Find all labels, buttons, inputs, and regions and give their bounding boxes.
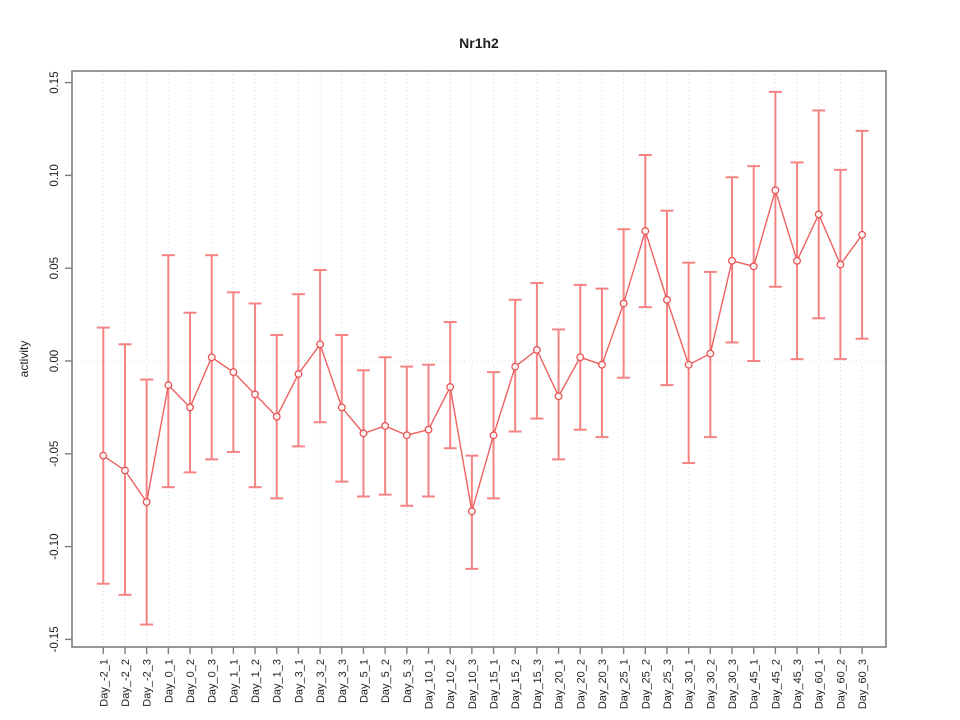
x-tick-label: Day_45_2 [770,659,782,709]
data-point [121,466,129,475]
y-tick-label: 0.10 [49,164,61,186]
x-tick-label: Day_1_3 [272,659,284,703]
data-point [337,403,346,412]
data-point [186,403,194,412]
data-point [294,370,303,378]
data-point [706,349,715,358]
x-tick-label: Day_15_1 [489,659,501,709]
y-tick-label: -0.15 [49,626,61,652]
data-point [229,368,238,377]
chart-title: Nr1h2 [459,35,499,51]
x-tick-label: Day_5_3 [402,659,414,703]
data-point [684,360,693,369]
data-point [467,507,476,516]
x-tick-label: Day_10_1 [424,659,436,709]
x-tick-label: Day_20_1 [554,659,566,709]
x-tick-label: Day_25_1 [619,659,631,709]
data-point [251,390,260,399]
x-tick-label: Day_20_3 [597,659,609,709]
data-point [793,256,802,265]
y-tick-label: 0.00 [49,350,61,372]
data-point [402,431,411,440]
x-tick-label: Day_60_2 [835,659,847,709]
series-line [102,187,863,512]
data-point [663,295,671,304]
x-tick-label: Day_10_2 [445,659,457,709]
data-point [728,256,736,265]
axis-layer: -0.15 -0.10 -0.05 0.00 0.05 0.10 0.15 Day_-2_1 D… [49,70,887,709]
data-point [381,422,390,430]
x-tick-label: Day_15_3 [532,659,544,709]
x-tick-label: Day_3_2 [315,659,327,703]
x-tick-label: Day_25_2 [640,659,652,709]
x-tick-label: Day_-2_3 [142,659,154,707]
data-point [99,451,108,460]
x-tick-label: Day_0_3 [207,659,219,703]
x-tick-label: Day_25_3 [662,659,674,709]
data-point [532,345,541,354]
x-tick-label: Day_1_2 [250,659,262,703]
x-tick-label: Day_20_2 [575,659,587,709]
data-point [424,425,433,434]
data-point [554,392,563,401]
y-tick-label: -0.05 [49,441,61,467]
data-point [446,383,455,391]
data-point [749,262,758,271]
data-point [511,362,520,371]
x-tick-label: Day_10_3 [467,659,479,709]
data-point [619,299,628,308]
y-axis-title: activity [17,341,31,378]
data-point [359,429,368,438]
data-point [814,210,823,219]
data-point [316,340,325,349]
x-tick-label: Day_60_3 [857,659,869,709]
data-point [771,186,780,195]
x-tick-label: Day_5_2 [380,659,392,703]
data-point [489,431,498,440]
x-tick-label: Day_30_2 [705,659,717,709]
data-point [272,412,281,421]
data-layer [96,90,869,626]
y-tick-label: -0.10 [49,533,61,559]
x-tick-label: Day_0_2 [185,659,197,703]
data-point [597,360,606,369]
x-tick-label: Day_-2_1 [98,659,110,707]
data-point [836,260,845,269]
data-point [576,353,585,362]
x-tick-label: Day_15_2 [510,659,522,709]
y-tick-label: 0.15 [49,71,61,93]
data-point [641,227,650,236]
x-tick-label: Day_60_1 [814,659,826,709]
y-tick-label: 0.05 [49,257,61,279]
x-tick-label: Day_45_1 [749,659,761,709]
x-tick-label: Day_5_1 [358,659,370,703]
data-point [858,230,867,239]
grid-layer [72,71,886,647]
x-tick-label: Day_3_1 [293,659,305,703]
x-tick-label: Day_30_1 [684,659,696,709]
x-tick-label: Day_-2_2 [120,659,132,707]
x-tick-label: Day_1_1 [228,659,240,703]
plot-box [71,70,887,648]
data-point [164,381,173,390]
x-tick-label: Day_45_3 [792,659,804,709]
x-tick-label: Day_0_1 [163,659,175,703]
x-tick-label: Day_3_3 [337,659,349,703]
data-point [207,353,216,362]
data-point [142,498,151,507]
x-tick-label: Day_30_3 [727,659,739,709]
